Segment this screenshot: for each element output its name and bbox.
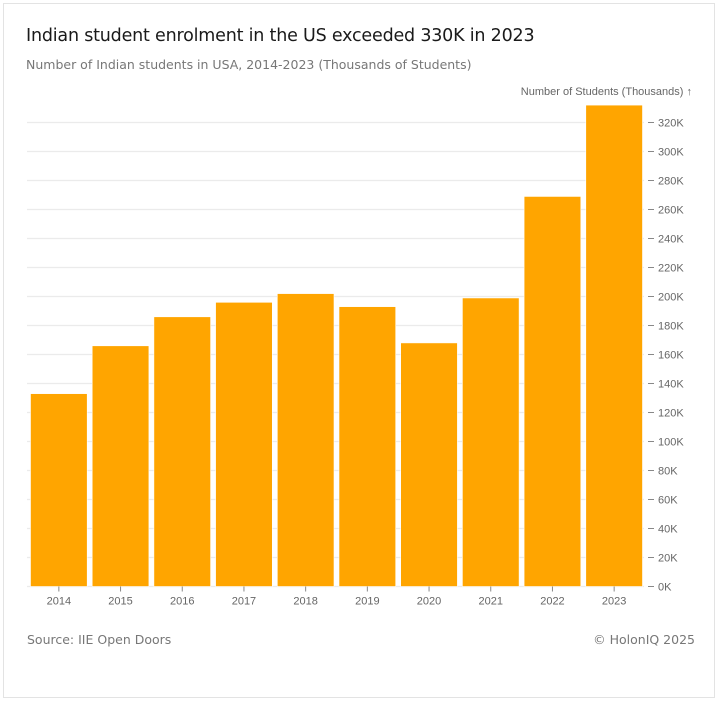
y-tick-label: 120K	[658, 408, 684, 420]
y-tick-label: 220K	[658, 263, 684, 275]
x-tick-label: 2020	[417, 596, 441, 608]
bars	[30, 104, 643, 587]
y-tick-label: 240K	[658, 234, 684, 246]
y-tick-label: 200K	[658, 292, 684, 304]
x-tick-label: 2021	[479, 596, 503, 608]
y-tick-label: 100K	[658, 437, 684, 449]
y-tick-label: 180K	[658, 321, 684, 333]
y-tick-label: 40K	[658, 524, 678, 536]
bar-2022[interactable]	[523, 196, 582, 587]
copyright-note: © HolonIQ 2025	[593, 632, 695, 647]
bar-2015[interactable]	[91, 345, 150, 587]
bar-2023[interactable]	[585, 104, 643, 587]
x-tick-label: 2016	[170, 596, 194, 608]
y-axis-label: Number of Students (Thousands) ↑	[521, 86, 692, 98]
y-tick-label: 260K	[658, 205, 684, 217]
y-tick-label: 280K	[658, 176, 684, 188]
source-note: Source: IIE Open Doors	[27, 632, 172, 647]
bar-2020[interactable]	[400, 342, 458, 587]
y-tick-label: 320K	[658, 118, 684, 130]
x-tick-label: 2018	[293, 596, 317, 608]
chart-title: Indian student enrolment in the US excee…	[26, 26, 535, 46]
y-tick-label: 140K	[658, 379, 684, 391]
y-tick-label: 60K	[658, 495, 678, 507]
y-tick-label: 20K	[658, 553, 678, 565]
bar-2017[interactable]	[215, 301, 273, 587]
y-tick-label: 300K	[658, 147, 684, 159]
x-tick-label: 2014	[47, 596, 71, 608]
y-tick-label: 80K	[658, 466, 678, 478]
bar-2018[interactable]	[276, 293, 335, 587]
y-axis: 0K 20K 40K 60K 80K 100K 120K 140K 160K 180K 200K 22…	[648, 118, 684, 594]
x-axis: 2014 2015 2016 2017 2018 2019 2020 2021 2022 2023	[47, 586, 626, 608]
bar-2021[interactable]	[462, 297, 520, 587]
bar-2016[interactable]	[153, 316, 211, 587]
x-tick-label: 2017	[232, 596, 256, 608]
chart-subtitle: Number of Indian students in USA, 2014-2…	[26, 57, 472, 72]
x-tick-label: 2022	[540, 596, 564, 608]
y-tick-label: 160K	[658, 350, 684, 362]
y-tick-label: 0K	[658, 582, 672, 594]
x-tick-label: 2019	[355, 596, 379, 608]
x-tick-label: 2023	[602, 596, 626, 608]
x-tick-label: 2015	[108, 596, 132, 608]
bar-2014[interactable]	[30, 393, 88, 587]
bar-2019[interactable]	[338, 306, 397, 587]
